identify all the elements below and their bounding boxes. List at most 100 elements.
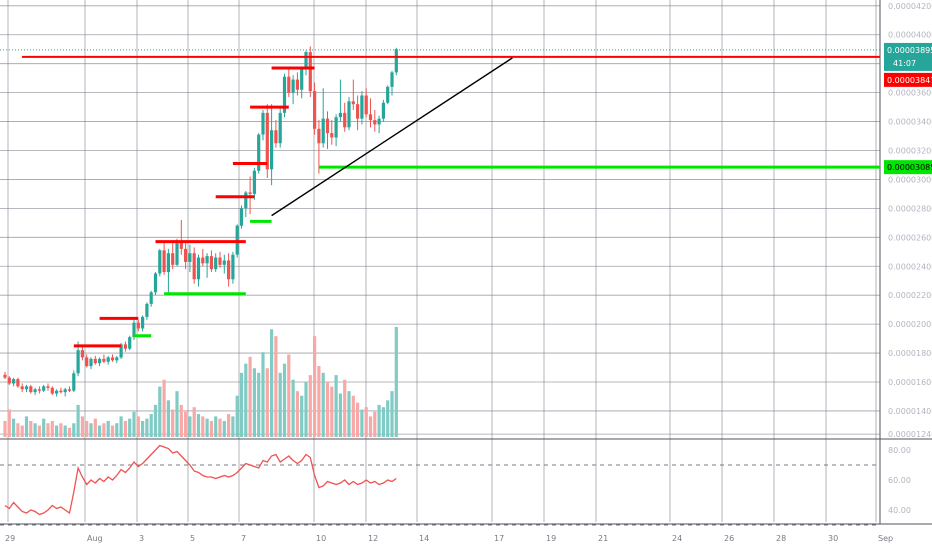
volume-bar (330, 386, 334, 437)
candle-body (166, 253, 170, 273)
volume-bar (373, 411, 377, 437)
volume-bar (59, 423, 63, 437)
candle-body (347, 101, 351, 128)
volume-bar (67, 427, 72, 437)
volume-bar (257, 372, 261, 437)
volume-bar (20, 425, 24, 437)
candle-body (85, 357, 89, 367)
candle-body (89, 358, 93, 367)
candle-body (20, 386, 24, 390)
volume-bar (244, 363, 248, 437)
candle-body (356, 104, 360, 119)
candle-body (274, 130, 278, 144)
candle-body (46, 386, 50, 388)
time-axis-label: 30 (828, 534, 838, 543)
candle-body (321, 118, 325, 144)
volume-bar (162, 379, 166, 437)
price-axis-label: 0.00004000 (888, 31, 932, 40)
time-axis-label: 17 (494, 534, 504, 543)
volume-bar (3, 420, 7, 437)
volume-bar (205, 418, 209, 437)
price-axis-label: 0.00001800 (888, 349, 932, 358)
volume-bar (132, 411, 136, 437)
price-axis-label: 0.00003600 (888, 89, 932, 98)
candle-body (24, 386, 29, 390)
candle-body (93, 358, 97, 364)
candle-body (338, 112, 342, 118)
candle-body (261, 112, 265, 135)
candle-body (33, 389, 37, 393)
support-tag-label: 0.00003085 (887, 163, 932, 172)
volume-bar (46, 423, 50, 437)
indicator-axis-label: 40.00 (888, 506, 911, 515)
price-axis-label: 0.00001400 (888, 407, 932, 416)
volume-bar (343, 379, 347, 437)
volume-bar (16, 423, 20, 437)
candle-body (128, 337, 132, 349)
candle-body (184, 248, 188, 262)
price-axis-label: 0.00003400 (888, 118, 932, 127)
volume-bar (274, 336, 278, 437)
volume-bar (196, 414, 201, 437)
candle-body (29, 386, 33, 393)
volume-bar (381, 407, 385, 437)
time-axis-label: 12 (368, 534, 378, 543)
volume-bar (171, 409, 175, 437)
candle-body (153, 273, 158, 293)
candle-body (313, 91, 317, 129)
volume-bar (300, 395, 304, 437)
candle-body (102, 358, 106, 362)
volume-bar (265, 368, 269, 437)
price-axis-label: 0.00003000 (888, 175, 932, 184)
volume-bar (89, 423, 93, 437)
volume-bar (93, 418, 97, 437)
time-axis-label: Aug (87, 534, 103, 543)
candle-body (278, 112, 282, 144)
candle-body (239, 208, 244, 226)
volume-bar (282, 363, 287, 437)
volume-bar (227, 414, 231, 437)
volume-bar (231, 416, 235, 437)
volume-bar (214, 416, 218, 437)
candle-body (317, 128, 321, 144)
candle-body (282, 76, 287, 113)
volume-bar (201, 416, 205, 437)
volume-bar (295, 391, 299, 437)
volume-bar (128, 418, 132, 437)
candle-body (330, 133, 334, 138)
candle-body (98, 358, 102, 364)
candle-body (205, 256, 209, 264)
volume-bar (304, 382, 308, 437)
time-axis-label: 10 (316, 534, 326, 543)
candle-body (80, 350, 84, 358)
volume-bar (119, 416, 123, 437)
price-axis-label: 0.00002400 (888, 262, 932, 271)
grid (0, 0, 880, 522)
volume-bar (76, 404, 80, 437)
price-axis-label: 0.00001240 (888, 430, 932, 439)
time-axis-label: 26 (724, 534, 734, 543)
candle-body (171, 253, 175, 265)
candle-body (136, 322, 140, 329)
volume-bar (261, 352, 265, 437)
volume-bar (386, 400, 390, 437)
candle-body (360, 95, 364, 119)
volume-bar (136, 416, 140, 437)
candle-body (381, 102, 385, 119)
candle-body (248, 192, 252, 194)
candle-body (76, 350, 80, 374)
volume-bar (98, 425, 102, 437)
candle-body (291, 79, 295, 93)
support-tag (884, 160, 932, 175)
volume-bar (356, 402, 360, 437)
candle-body (179, 243, 183, 249)
price-tags: 0.00003895 41:07 0.00003847 0.00003085 (884, 42, 932, 175)
volume-bar (63, 425, 67, 437)
candle-body (67, 389, 72, 391)
volume-bar (149, 414, 153, 437)
candle-body (214, 257, 218, 270)
time-axis-label: 5 (190, 534, 195, 543)
candle-body (192, 253, 196, 280)
candle-body (394, 49, 398, 73)
volume-bar (42, 418, 46, 437)
